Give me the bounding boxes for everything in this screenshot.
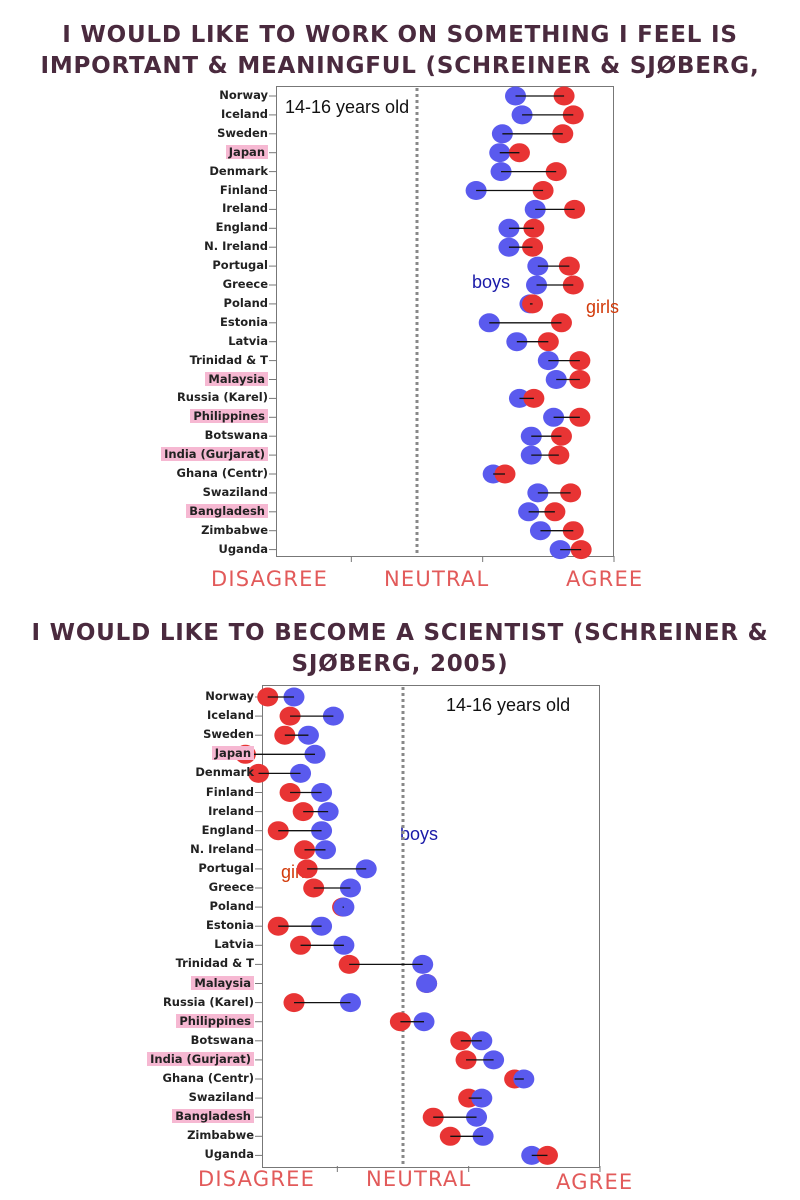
chart-1-country-label: Iceland bbox=[220, 106, 268, 121]
chart-2-country-label: Japan bbox=[211, 746, 254, 761]
chart-2-country-label: Iceland bbox=[206, 708, 254, 723]
chart-2-title-line-2: SJØBERG, 2005) bbox=[291, 651, 509, 677]
chart-2-neutral-label: NEUTRAL bbox=[366, 1167, 472, 1191]
chart-2-country-label: England bbox=[201, 822, 254, 837]
chart-1-country-label: Japan bbox=[225, 144, 268, 159]
chart-1-country-label: Ghana (Centr) bbox=[176, 466, 268, 480]
chart-2-country-label: Botswana bbox=[190, 1032, 254, 1047]
chart-1-country-label: Malaysia bbox=[205, 371, 268, 386]
chart-2-country-label: Malaysia bbox=[191, 975, 254, 990]
chart-2-country-label: Trinidad & T bbox=[175, 956, 254, 971]
chart-1-country-label: N. Ireland bbox=[204, 239, 268, 254]
chart-2-country-label: Denmark bbox=[195, 765, 254, 780]
chart-1-boys-label: boys bbox=[472, 272, 511, 292]
chart-1-title-line-1: I WOULD LIKE TO WORK ON SOMETHING I FEEL… bbox=[62, 22, 738, 48]
chart-2-age-label: 14-16 years old bbox=[446, 695, 571, 715]
chart-1-country-label: Trinidad & T bbox=[189, 352, 268, 367]
chart-2-country-label: Russia (Karel) bbox=[162, 994, 254, 1009]
chart-2-boys-point bbox=[416, 974, 438, 993]
chart-1-country-label: Latvia bbox=[228, 333, 268, 348]
chart-1-country-label: Ireland bbox=[222, 201, 268, 216]
chart-1-age-label: 14-16 years old bbox=[285, 97, 410, 117]
chart-1-country-label: Estonia bbox=[220, 314, 268, 329]
chart-1-country-label: Norway bbox=[219, 88, 268, 102]
chart-2-country-label: Portugal bbox=[198, 860, 254, 875]
chart-2-country-label: Ireland bbox=[208, 803, 254, 818]
chart-1-girls-label: girls bbox=[586, 297, 620, 317]
chart-2-country-label: Norway bbox=[205, 689, 254, 703]
chart-1-title-line-2: IMPORTANT & MEANINGFUL (SCHREINER & SJØB… bbox=[40, 53, 760, 110]
chart-1-country-label: Botswana bbox=[204, 428, 268, 443]
chart-1-country-label: Poland bbox=[223, 295, 268, 310]
chart-1-country-label: Sweden bbox=[217, 125, 268, 140]
chart-2-country-label: Ghana (Centr) bbox=[162, 1071, 254, 1085]
chart-2-country-label: Latvia bbox=[214, 937, 254, 952]
chart-1-country-label: Zimbabwe bbox=[201, 522, 268, 537]
chart-2-country-label: Greece bbox=[208, 880, 254, 894]
chart-2-country-label: Estonia bbox=[206, 918, 254, 933]
chart-1-agree-label: AGREE bbox=[566, 567, 644, 591]
chart-1-country-label: India (Gurjarat) bbox=[161, 447, 268, 462]
chart-2-boys-label: boys bbox=[400, 824, 439, 844]
chart-1-country-label: England bbox=[215, 220, 268, 235]
chart-1-country-label: Bangladesh bbox=[186, 503, 268, 518]
chart-2-country-label: Uganda bbox=[204, 1147, 254, 1162]
chart-1-disagree-label: DISAGREE bbox=[211, 567, 329, 591]
chart-1-country-label: Swaziland bbox=[202, 484, 268, 499]
chart-2-disagree-label: DISAGREE bbox=[198, 1167, 316, 1191]
chart-1-title: I WOULD LIKE TO WORK ON SOMETHING I FEEL… bbox=[0, 20, 800, 113]
chart-2-country-label: Sweden bbox=[203, 727, 254, 742]
chart-2-country-label: Bangladesh bbox=[172, 1109, 254, 1124]
chart-2-country-label: N. Ireland bbox=[190, 841, 254, 856]
chart-2-country-label: Philippines bbox=[176, 1013, 254, 1028]
chart-2-country-label: Finland bbox=[205, 784, 254, 799]
chart-2-country-label: India (Gurjarat) bbox=[147, 1051, 254, 1066]
chart-1-country-label: Portugal bbox=[212, 258, 268, 273]
chart-1-country-label: Denmark bbox=[209, 163, 268, 178]
chart-1-country-label: Greece bbox=[222, 277, 268, 291]
chart-2-country-label: Poland bbox=[209, 899, 254, 914]
chart-1-country-label: Uganda bbox=[218, 541, 268, 556]
chart-2-agree-label: AGREE bbox=[556, 1170, 634, 1194]
chart-2-title: I WOULD LIKE TO BECOME A SCIENTIST (SCHR… bbox=[0, 618, 800, 680]
chart-2-country-label: Swaziland bbox=[188, 1090, 254, 1105]
chart-1-neutral-label: NEUTRAL bbox=[384, 567, 490, 591]
chart-2-country-label: Zimbabwe bbox=[187, 1128, 254, 1143]
chart-1-country-label: Finland bbox=[219, 182, 268, 197]
chart-1-country-label: Russia (Karel) bbox=[176, 390, 268, 405]
chart-2-title-line-1: I WOULD LIKE TO BECOME A SCIENTIST (SCHR… bbox=[31, 620, 769, 646]
chart-1-country-label: Philippines bbox=[190, 409, 268, 424]
